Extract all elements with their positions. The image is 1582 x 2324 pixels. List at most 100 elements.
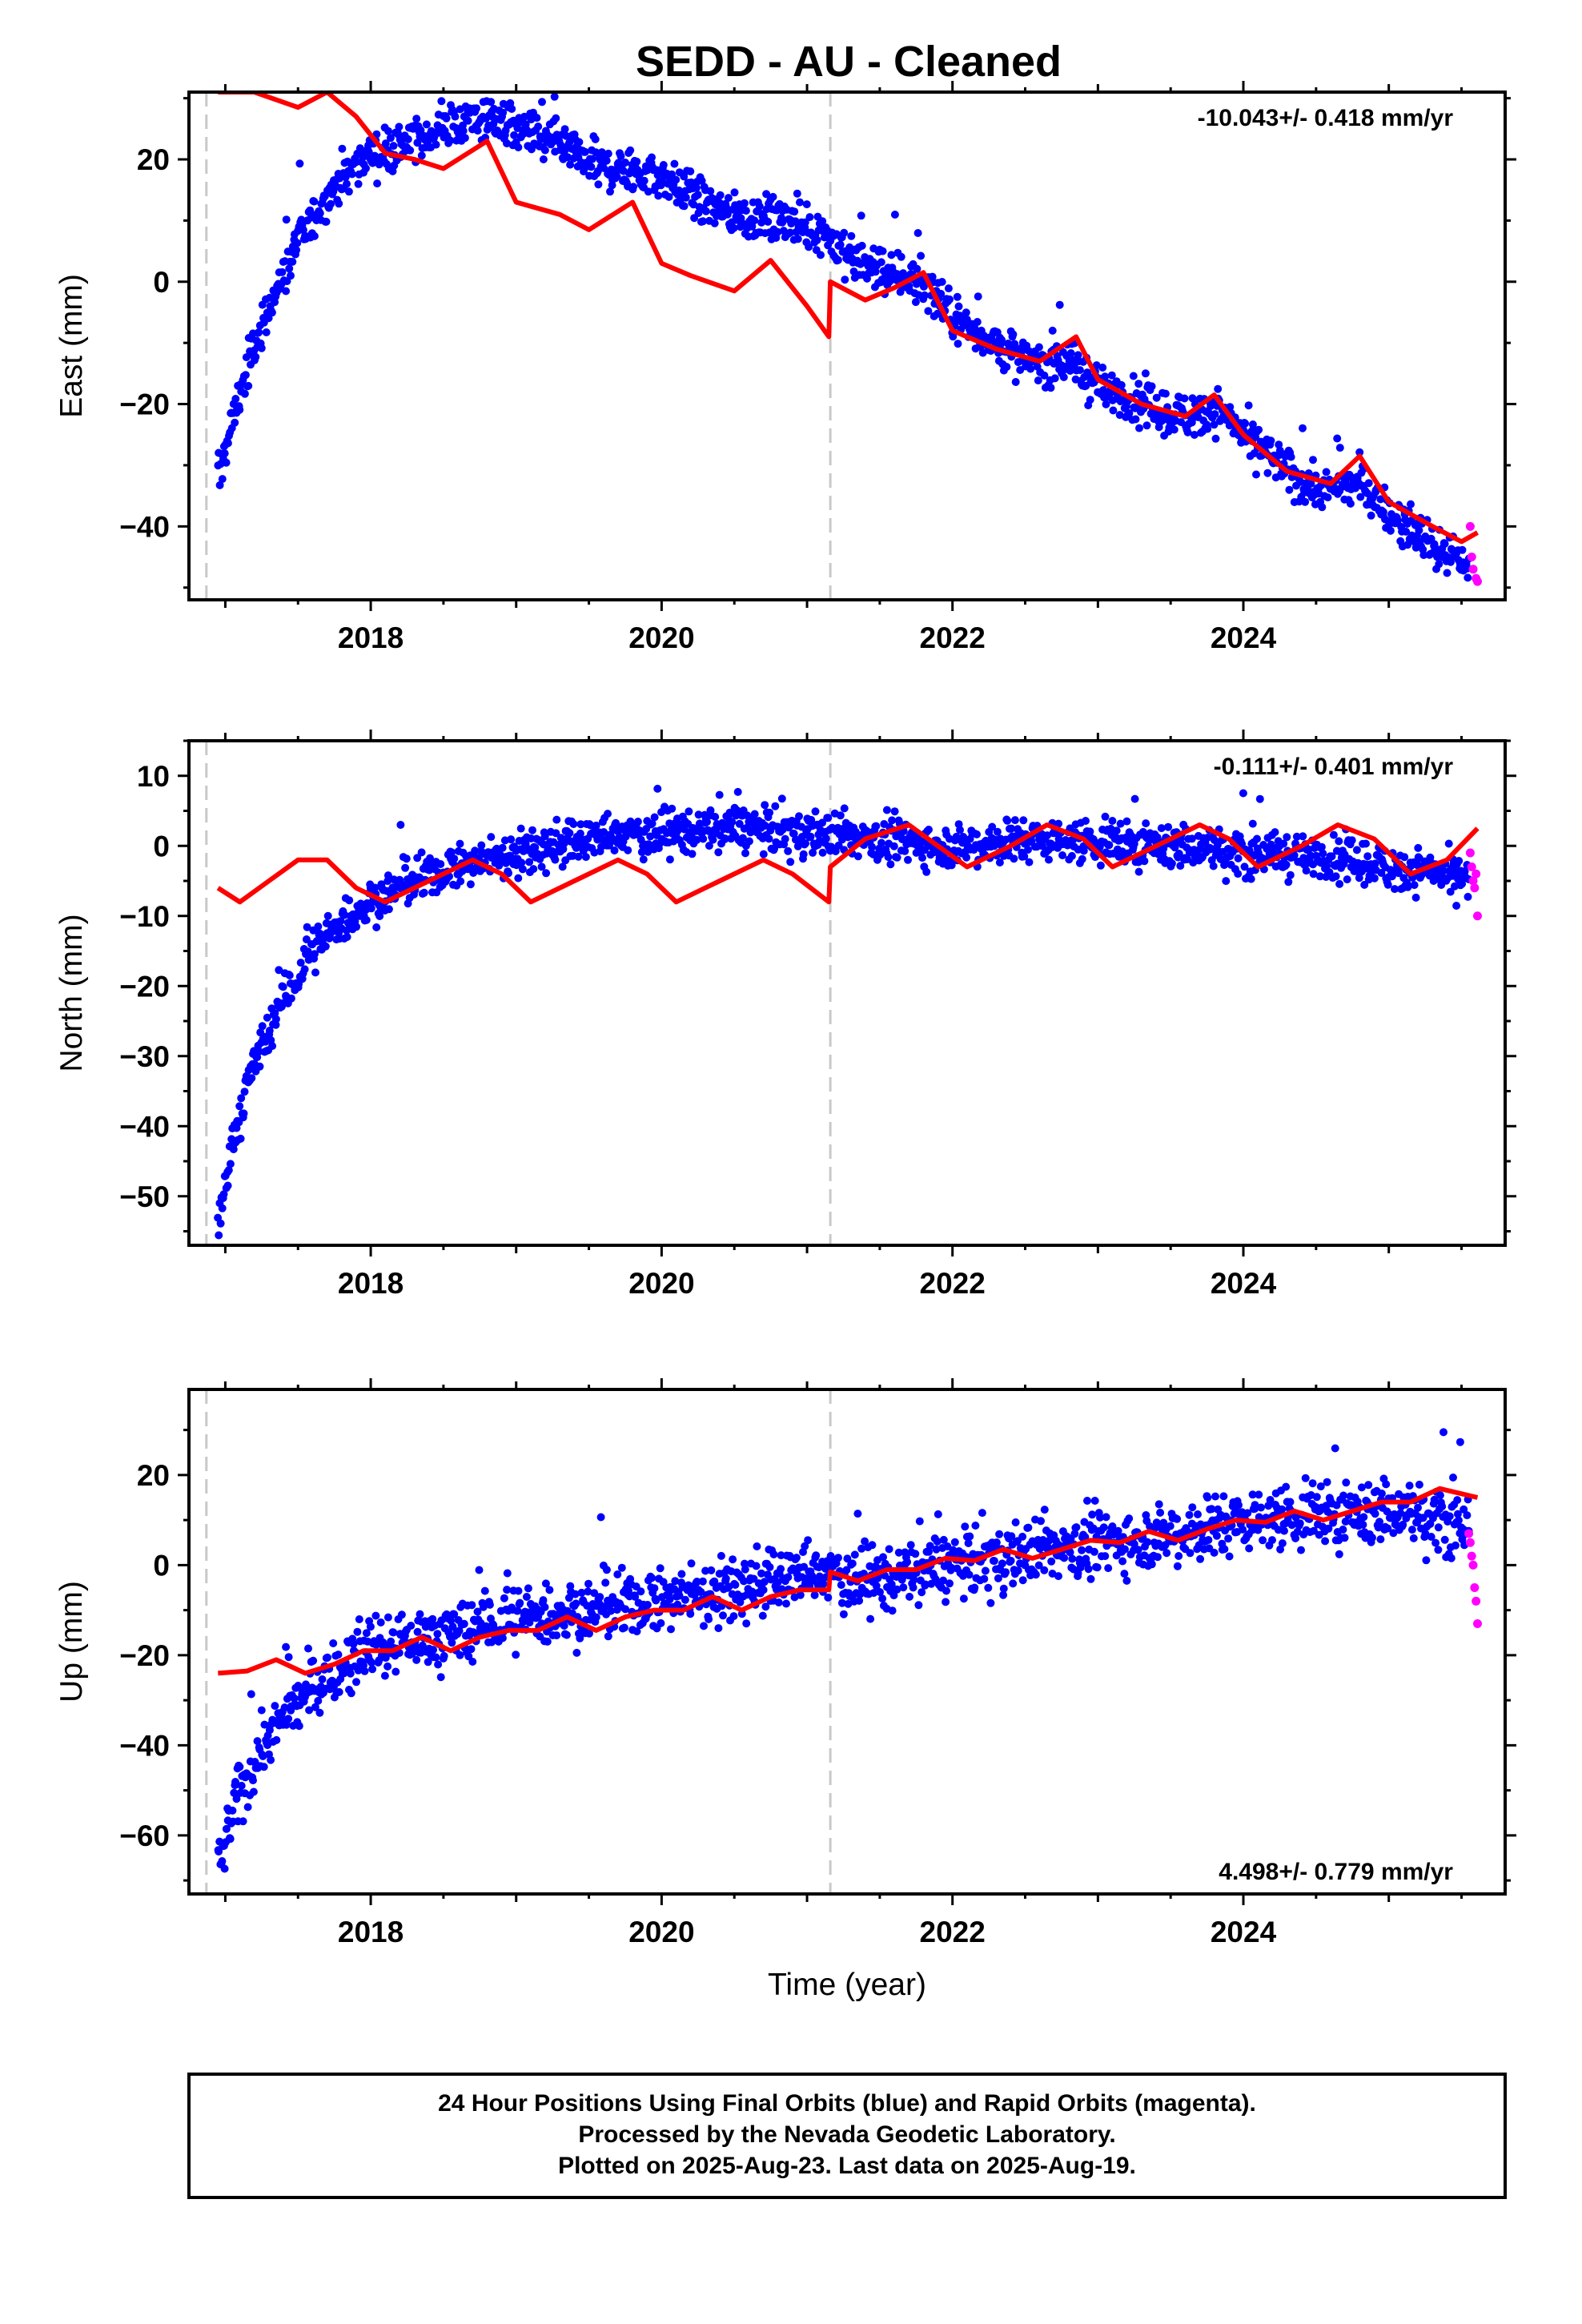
north-final-point — [1101, 812, 1110, 821]
up-final-points — [214, 1428, 1473, 1873]
up-final-point — [792, 1554, 801, 1562]
east-final-point — [723, 210, 732, 219]
east-final-point — [659, 161, 668, 169]
north-final-point — [448, 848, 456, 857]
east-final-point — [343, 179, 351, 188]
north-final-point — [784, 846, 793, 855]
up-final-point — [1034, 1561, 1043, 1570]
north-final-point — [1174, 850, 1183, 858]
up-final-point — [819, 1579, 828, 1588]
up-final-point — [921, 1580, 930, 1589]
east-final-point — [686, 167, 695, 175]
up-final-point — [1376, 1535, 1385, 1544]
up-final-point — [675, 1591, 684, 1600]
east-final-point — [1241, 419, 1250, 428]
up-final-point — [448, 1638, 456, 1647]
up-final-point — [1359, 1513, 1368, 1522]
north-final-point — [271, 1020, 280, 1029]
east-final-point — [1318, 503, 1327, 512]
east-final-point — [231, 418, 239, 427]
up-final-point — [552, 1631, 561, 1640]
north-final-point — [504, 869, 512, 878]
up-final-point — [784, 1573, 793, 1582]
east-final-point — [373, 179, 382, 188]
east-final-point — [1059, 373, 1068, 381]
up-final-point — [753, 1542, 761, 1550]
up-final-point — [729, 1612, 738, 1621]
up-final-point — [701, 1566, 710, 1575]
up-final-point — [934, 1510, 942, 1518]
up-final-point — [265, 1726, 274, 1735]
east-final-point — [896, 287, 905, 296]
east-final-point — [1147, 382, 1156, 391]
north-final-point — [1167, 859, 1176, 868]
north-final-point — [646, 832, 655, 841]
north-final-point — [877, 838, 885, 847]
up-rate-label: 4.498+/- 0.779 mm/yr — [1219, 1859, 1453, 1885]
up-final-point — [284, 1653, 293, 1662]
up-final-point — [652, 1596, 661, 1605]
east-rate-label: -10.043+/- 0.418 mm/yr — [1198, 105, 1454, 131]
up-final-point — [1324, 1524, 1333, 1533]
north-panel: 2018 2020 2022 2024−50−40−30−20−10010North … — [54, 730, 1516, 1300]
up-final-point — [541, 1579, 550, 1588]
up-final-point — [1255, 1490, 1263, 1499]
up-final-point — [366, 1622, 375, 1631]
east-final-point — [710, 219, 719, 227]
north-x-tick-label: 2022 — [920, 1267, 986, 1300]
north-final-point — [876, 850, 885, 859]
up-final-point — [353, 1627, 362, 1636]
up-final-point — [418, 1641, 427, 1650]
up-x-axis-label: Time (year) — [768, 1968, 926, 2002]
east-final-point — [724, 194, 733, 203]
up-final-point — [290, 1694, 299, 1703]
up-final-point — [965, 1570, 974, 1579]
north-final-point — [1403, 883, 1412, 891]
east-final-point — [1046, 384, 1055, 392]
up-final-point — [592, 1613, 600, 1622]
up-final-point — [970, 1583, 979, 1592]
north-final-point — [285, 971, 294, 979]
caption-box: 24 Hour Positions Using Final Orbits (bl… — [187, 2073, 1507, 2199]
north-final-point — [1309, 870, 1318, 879]
north-final-point — [592, 821, 600, 830]
up-final-point — [698, 1577, 707, 1586]
north-final-point — [759, 850, 768, 858]
east-final-point — [417, 151, 426, 160]
up-final-point — [801, 1542, 809, 1550]
up-final-point — [479, 1602, 488, 1611]
up-final-point — [1364, 1481, 1373, 1490]
up-final-point — [894, 1548, 903, 1557]
east-final-point — [580, 147, 589, 156]
up-final-point — [1243, 1509, 1252, 1518]
up-final-point — [434, 1660, 443, 1669]
north-final-point — [1248, 819, 1257, 828]
east-final-point — [550, 92, 559, 101]
east-final-point — [282, 215, 291, 224]
up-final-point — [562, 1630, 571, 1639]
up-final-point — [909, 1583, 917, 1592]
up-final-point — [1453, 1496, 1462, 1505]
up-final-point — [249, 1787, 258, 1796]
up-final-point — [939, 1535, 948, 1544]
east-y-axis-label: East (mm) — [54, 274, 89, 418]
up-final-point — [1389, 1529, 1398, 1538]
up-final-point — [228, 1806, 237, 1815]
east-final-point — [1458, 545, 1467, 554]
east-final-point — [1367, 511, 1375, 520]
east-final-point — [616, 152, 625, 160]
up-final-point — [1101, 1552, 1110, 1561]
east-final-point — [1135, 424, 1143, 432]
up-final-point — [650, 1584, 659, 1593]
east-final-point — [539, 155, 548, 163]
up-final-point — [686, 1610, 695, 1618]
up-final-point — [473, 1607, 482, 1616]
up-final-point — [984, 1583, 993, 1592]
east-final-point — [606, 187, 614, 196]
up-final-point — [850, 1550, 859, 1559]
north-final-point — [303, 923, 311, 931]
north-final-point — [1283, 833, 1291, 842]
east-final-point — [588, 155, 596, 163]
up-final-point — [1104, 1564, 1113, 1573]
up-final-point — [376, 1618, 385, 1626]
